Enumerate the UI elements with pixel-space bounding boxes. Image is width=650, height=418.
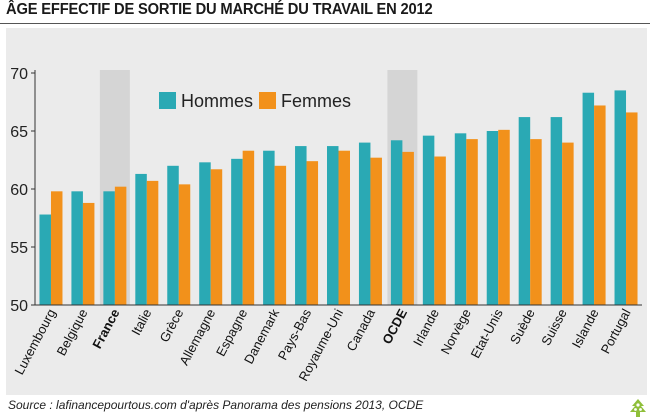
bar-hommes-luxembourg (39, 214, 51, 305)
bar-hommes-allemagne (199, 162, 211, 305)
bar-femmes-allemagne (210, 169, 223, 305)
bar-femmes-irlande (434, 156, 446, 305)
chart-panel: 50 55 60 65 70 Luxembourg Belgique France Italie… (6, 28, 647, 395)
bar-hommes-ocde (390, 140, 403, 305)
tree-logo-icon (630, 399, 646, 417)
x-tick-label-irlande: Irlande (410, 306, 442, 348)
bar-femmes-suisse (562, 142, 574, 305)
bar-hommes-irlande (422, 135, 435, 305)
bar-femmes-france (114, 186, 127, 305)
bar-hommes-islande (582, 92, 595, 305)
bar-femmes-suede (530, 139, 542, 305)
y-tick-label-60: 60 (10, 182, 28, 199)
bar-femmes-islande (594, 105, 606, 305)
x-tick-label-ocde: OCDE (379, 306, 410, 346)
bar-hommes-suisse (550, 117, 563, 305)
chart-title: ÂGE EFFECTIF DE SORTIE DU MARCHÉ DU TRAV… (6, 1, 433, 18)
title-divider (0, 23, 650, 24)
bar-hommes-italie (135, 173, 147, 305)
x-tick-label-luxembourg: Luxembourg (11, 306, 58, 377)
bar-hommes-grece (167, 165, 179, 305)
legend-label-femmes: Femmes (281, 91, 351, 111)
x-tick-label-italie: Italie (128, 306, 154, 337)
bar-femmes-danemark (274, 165, 287, 305)
x-tick-label-belgique: Belgique (54, 306, 91, 358)
bar-hommes-belgique (71, 191, 83, 305)
bar-hommes-royaume-uni (327, 146, 339, 305)
bar-femmes-royaume-uni (338, 150, 350, 305)
x-tick-label-portugal: Portugal (598, 306, 634, 356)
legend-label-hommes: Hommes (181, 91, 253, 111)
y-tick-label-65: 65 (10, 124, 28, 141)
bar-hommes-etat-unis (486, 131, 499, 305)
x-tick-label-grece: Grèce (157, 306, 187, 344)
legend-swatch-hommes (159, 92, 176, 109)
bar-femmes-italie (146, 180, 159, 305)
bar-hommes-espagne (231, 158, 243, 305)
bar-femmes-portugal (626, 112, 638, 305)
y-tick-label-70: 70 (10, 66, 28, 83)
bar-femmes-norvege (466, 139, 478, 305)
x-tick-label-islande: Islande (569, 306, 602, 350)
bar-hommes-danemark (263, 150, 275, 305)
bar-femmes-etat-unis (498, 129, 510, 305)
x-tick-label-norvege: Norvège (438, 306, 474, 356)
x-tick-label-suisse: Suisse (538, 306, 570, 348)
bar-femmes-canada (370, 157, 382, 305)
bar-femmes-espagne (242, 150, 255, 305)
bar-hommes-pays-bas (295, 146, 307, 305)
bar-femmes-luxembourg (50, 191, 63, 305)
source-note: Source : lafinancepourtous.com d'après P… (8, 398, 424, 412)
bar-hommes-suede (518, 117, 531, 305)
bar-hommes-norvege (454, 133, 467, 305)
legend-swatch-femmes (259, 92, 276, 109)
bar-femmes-grece (178, 184, 191, 305)
bar-hommes-portugal (614, 90, 627, 306)
x-tick-label-suede: Suède (507, 306, 538, 346)
y-tick-label-50: 50 (10, 298, 28, 315)
x-tick-label-canada: Canada (343, 306, 378, 354)
bar-hommes-france (103, 191, 115, 305)
bar-femmes-pays-bas (306, 161, 319, 305)
y-tick-label-55: 55 (10, 240, 28, 257)
x-tick-label-france: France (89, 306, 122, 351)
bar-femmes-ocde (402, 151, 414, 305)
bar-hommes-canada (358, 142, 371, 305)
bar-femmes-belgique (82, 202, 95, 305)
